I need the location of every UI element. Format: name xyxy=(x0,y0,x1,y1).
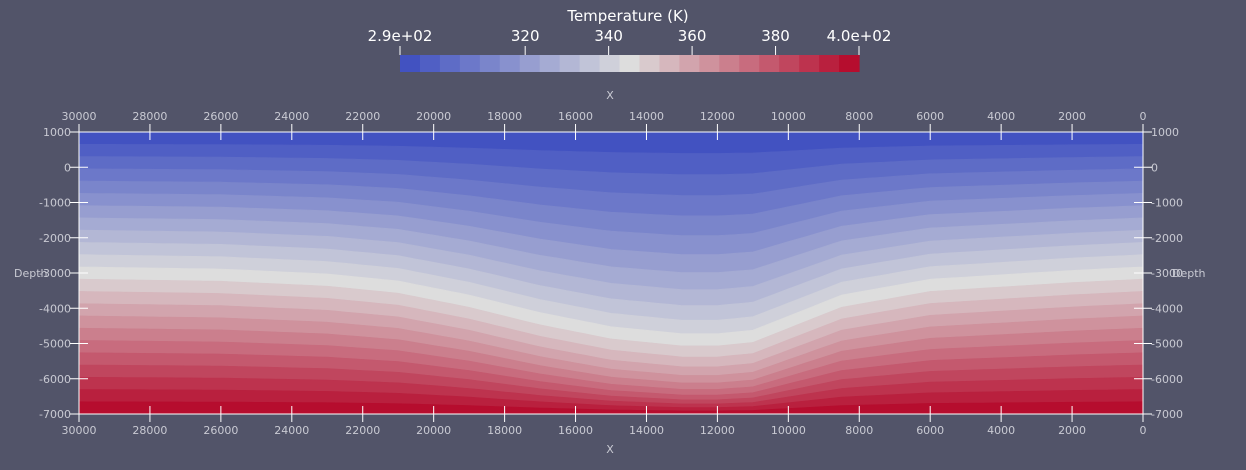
y-tick-label-left: -4000 xyxy=(39,302,71,315)
y-tick-label-right: -6000 xyxy=(1151,373,1183,386)
y-tick-label-right: -1000 xyxy=(1151,197,1183,210)
colorbar-tick-label: 360 xyxy=(678,27,707,45)
colorbar-band xyxy=(739,55,760,72)
y-tick-label-left: 1000 xyxy=(43,126,71,139)
y-tick-label-right: -4000 xyxy=(1151,302,1183,315)
x-axis-title-bottom: X xyxy=(606,443,614,456)
y-tick-label-right: 1000 xyxy=(1151,126,1179,139)
x-tick-label-top: 16000 xyxy=(558,110,593,123)
colorbar-band xyxy=(639,55,661,72)
x-tick-label-top: 18000 xyxy=(487,110,522,123)
colorbar-tick-label: 2.9e+02 xyxy=(368,27,433,45)
isotherm-band xyxy=(79,401,1143,414)
colorbar-band xyxy=(779,55,800,72)
colorbar-band xyxy=(659,55,680,72)
axes: 30000 30000 28000 28000 26000 26000 24000 24000… xyxy=(39,110,1183,437)
x-tick-label-bottom: 28000 xyxy=(132,424,167,437)
x-tick-label-bottom: 12000 xyxy=(700,424,735,437)
colorbar-tick-label: 4.0e+02 xyxy=(827,27,892,45)
x-tick-label-top: 8000 xyxy=(845,110,873,123)
x-tick-label-top: 28000 xyxy=(132,110,167,123)
colorbar-band xyxy=(479,55,501,72)
colorbar-tick-label: 320 xyxy=(511,27,540,45)
x-tick-label-top: 12000 xyxy=(700,110,735,123)
colorbar-band xyxy=(799,55,820,72)
colorbar-band xyxy=(459,55,481,72)
colorbar-band xyxy=(679,55,700,72)
colorbar-band xyxy=(499,55,521,72)
y-tick-label-left: -6000 xyxy=(39,373,71,386)
colorbar-band xyxy=(400,55,421,72)
colorbar-band xyxy=(759,55,780,72)
x-tick-label-bottom: 30000 xyxy=(62,424,97,437)
x-tick-label-bottom: 14000 xyxy=(629,424,664,437)
colorbar-band xyxy=(599,55,621,72)
x-tick-label-top: 14000 xyxy=(629,110,664,123)
x-tick-label-bottom: 8000 xyxy=(845,424,873,437)
x-tick-label-top: 22000 xyxy=(345,110,380,123)
y-tick-label-left: -3000 xyxy=(39,267,71,280)
colorbar-band xyxy=(579,55,601,72)
colorbar-band xyxy=(819,55,840,72)
colorbar: 2.9e+02 320 340 360 380 4.0e+02 xyxy=(368,27,892,72)
colorbar-tick-label: 380 xyxy=(761,27,790,45)
x-tick-label-top: 0 xyxy=(1140,110,1147,123)
y-tick-label-left: -7000 xyxy=(39,408,71,421)
x-tick-label-top: 24000 xyxy=(274,110,309,123)
x-tick-label-bottom: 20000 xyxy=(416,424,451,437)
y-tick-label-right: -3000 xyxy=(1151,267,1183,280)
x-tick-label-top: 10000 xyxy=(771,110,806,123)
x-tick-label-bottom: 6000 xyxy=(916,424,944,437)
colorbar-band xyxy=(839,55,860,72)
colorbar-band xyxy=(619,55,641,72)
x-tick-label-bottom: 4000 xyxy=(987,424,1015,437)
colorbar-band xyxy=(719,55,740,72)
colorbar-band xyxy=(539,55,561,72)
x-tick-label-bottom: 24000 xyxy=(274,424,309,437)
x-tick-label-top: 6000 xyxy=(916,110,944,123)
x-tick-label-top: 4000 xyxy=(987,110,1015,123)
colorbar-band xyxy=(419,55,441,72)
x-tick-label-bottom: 10000 xyxy=(771,424,806,437)
colorbar-title: Temperature (K) xyxy=(566,7,688,25)
y-tick-label-right: -7000 xyxy=(1151,408,1183,421)
y-tick-label-left: 0 xyxy=(64,161,71,174)
temperature-field xyxy=(79,132,1143,414)
y-axis-title-left: Depth xyxy=(14,267,48,280)
colorbar-band xyxy=(699,55,720,72)
x-tick-label-top: 30000 xyxy=(62,110,97,123)
y-tick-label-right: 0 xyxy=(1151,161,1158,174)
y-tick-label-right: -5000 xyxy=(1151,338,1183,351)
y-axis-title-right: Depth xyxy=(1172,267,1206,280)
x-tick-label-bottom: 16000 xyxy=(558,424,593,437)
y-tick-label-right: -2000 xyxy=(1151,232,1183,245)
colorbar-band xyxy=(559,55,581,72)
x-tick-label-bottom: 0 xyxy=(1140,424,1147,437)
x-tick-label-bottom: 22000 xyxy=(345,424,380,437)
y-tick-label-left: -1000 xyxy=(39,197,71,210)
colorbar-tick-label: 340 xyxy=(594,27,623,45)
x-tick-label-bottom: 26000 xyxy=(203,424,238,437)
y-tick-label-left: -5000 xyxy=(39,338,71,351)
x-tick-label-top: 20000 xyxy=(416,110,451,123)
x-tick-label-bottom: 2000 xyxy=(1058,424,1086,437)
x-tick-label-top: 2000 xyxy=(1058,110,1086,123)
x-tick-label-bottom: 18000 xyxy=(487,424,522,437)
x-axis-title-top: X xyxy=(606,89,614,102)
y-tick-label-left: -2000 xyxy=(39,232,71,245)
colorbar-band xyxy=(519,55,541,72)
colorbar-band xyxy=(439,55,461,72)
x-tick-label-top: 26000 xyxy=(203,110,238,123)
